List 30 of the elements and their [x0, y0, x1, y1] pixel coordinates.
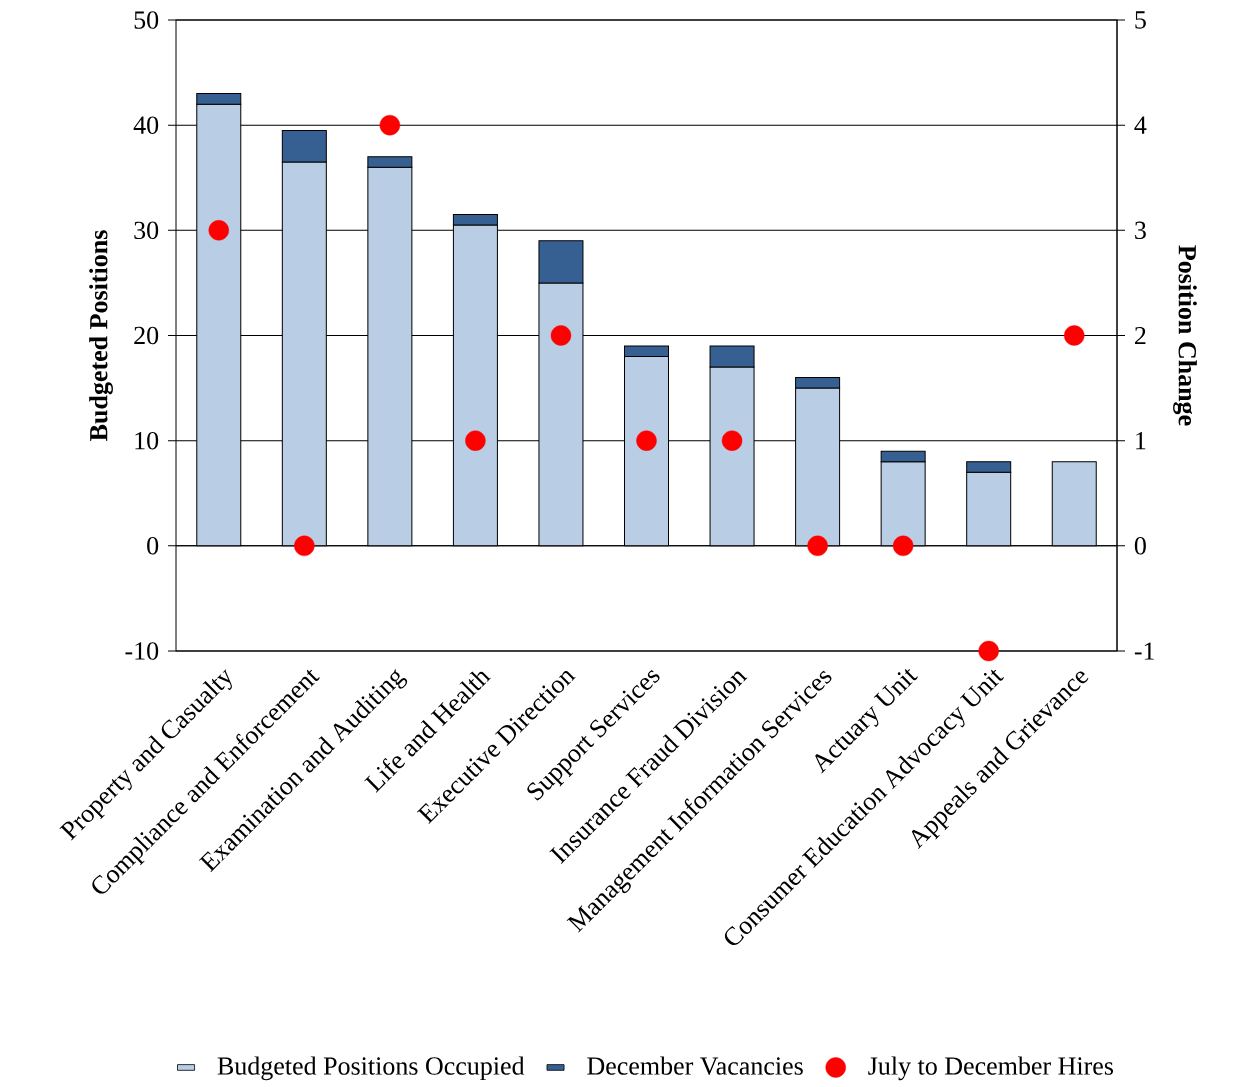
legend-label: Budgeted Positions Occupied	[217, 1056, 525, 1081]
point	[721, 430, 743, 451]
y2-tick-label: 0	[1134, 537, 1146, 555]
point	[636, 430, 657, 451]
legend-label: July to December Hires	[868, 1056, 1113, 1081]
y-tick-label: 20	[134, 326, 159, 345]
y-tick-label: 30	[134, 221, 159, 240]
point	[807, 535, 828, 557]
point	[892, 535, 914, 557]
y2-tick-label: 1	[1136, 432, 1146, 450]
point	[550, 325, 572, 346]
y2-tick-label: 3	[1135, 221, 1146, 240]
y2-tick-label: -1	[1134, 642, 1154, 660]
y2-tick-label: 4	[1134, 116, 1147, 134]
legend-label: December Vacancies	[587, 1056, 803, 1075]
point	[1064, 325, 1085, 346]
point	[465, 430, 486, 451]
y2-tick-label: 2	[1135, 326, 1146, 345]
y-tick-label: -10	[125, 642, 159, 660]
y-tick-label: 50	[134, 11, 159, 29]
y-axis-title: Budgeted Positions	[89, 230, 113, 441]
y-tick-label: 10	[135, 431, 159, 450]
point	[294, 535, 315, 557]
y-tick-label: 0	[147, 537, 159, 555]
y2-axis-title: Position Change	[1173, 245, 1197, 426]
point	[379, 114, 401, 136]
y-tick-label: 40	[133, 116, 159, 134]
point	[978, 640, 999, 662]
point	[208, 220, 229, 241]
y2-tick-label: 5	[1135, 11, 1146, 29]
